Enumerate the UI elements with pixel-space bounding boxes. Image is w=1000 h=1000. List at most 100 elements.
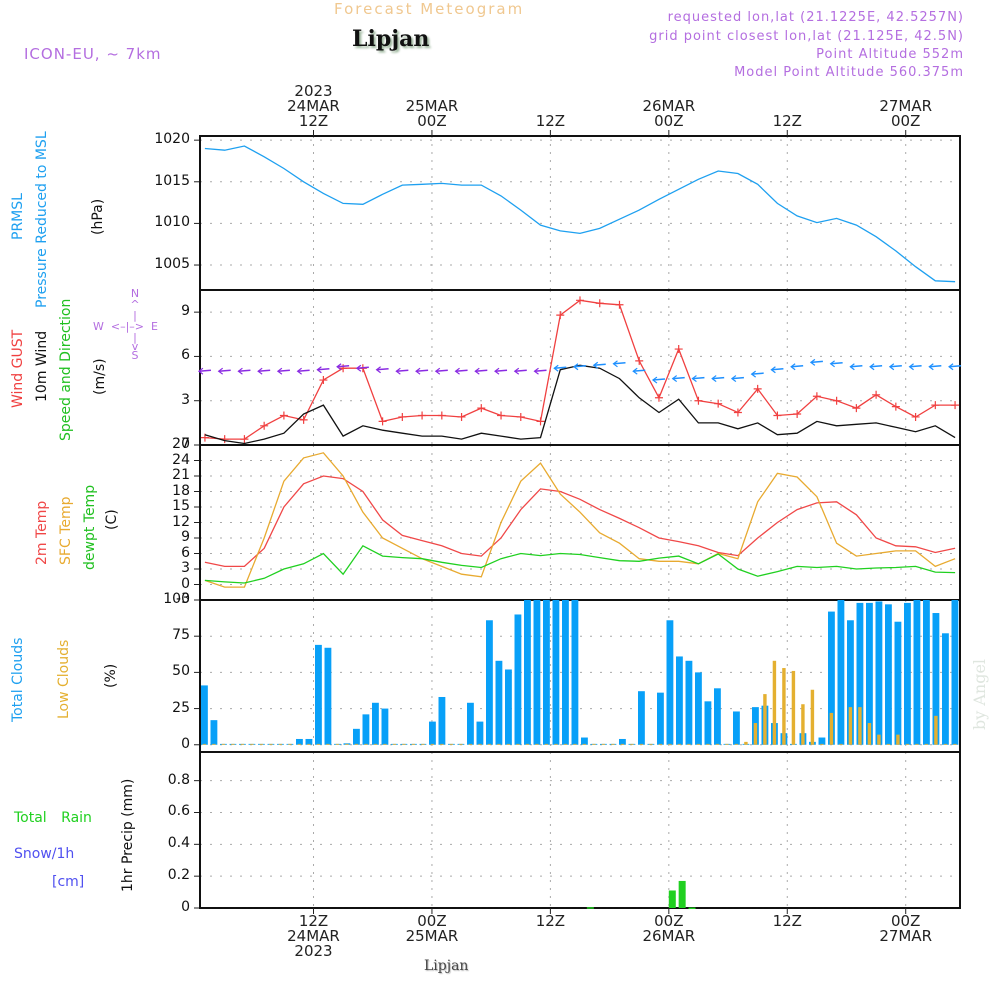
bar-rain bbox=[678, 880, 686, 908]
wind-arrow-head bbox=[355, 364, 362, 372]
bar-low-clouds bbox=[649, 743, 653, 745]
gust-marker bbox=[654, 393, 663, 402]
bar-low-clouds bbox=[668, 743, 672, 745]
bar-total-clouds bbox=[362, 714, 370, 745]
bar-low-clouds bbox=[525, 743, 530, 745]
time-tick-label: 00Z 27MAR bbox=[879, 912, 933, 945]
bar-low-clouds bbox=[782, 668, 786, 745]
gust-marker bbox=[260, 421, 269, 430]
bar-total-clouds bbox=[429, 721, 436, 745]
wind-arrow bbox=[435, 369, 448, 372]
bar-low-clouds bbox=[877, 734, 881, 745]
bar-low-clouds bbox=[611, 743, 615, 745]
gust-marker bbox=[872, 390, 881, 399]
bar-total-clouds bbox=[685, 660, 693, 745]
bar-total-clouds bbox=[562, 600, 569, 745]
y-tick-label: 1005 bbox=[154, 256, 190, 273]
wind-arrow bbox=[593, 363, 606, 367]
bar-low-clouds bbox=[373, 743, 378, 745]
compass-north: N ^ | bbox=[130, 287, 140, 322]
bar-rain bbox=[586, 907, 594, 909]
bar-total-clouds bbox=[932, 613, 940, 745]
wind-arrow-head bbox=[651, 376, 658, 384]
wind-arrow bbox=[337, 365, 350, 368]
wind-arrow-head bbox=[632, 367, 638, 375]
wind-arrow bbox=[356, 366, 369, 369]
bar-total-clouds bbox=[315, 644, 322, 745]
y-tick-label: 12 bbox=[172, 513, 190, 530]
panel-3 bbox=[194, 599, 961, 753]
bar-total-clouds bbox=[828, 611, 835, 745]
gust-marker bbox=[595, 299, 604, 308]
bar-rain bbox=[668, 890, 676, 908]
time-tick-label: 26MAR 00Z bbox=[642, 97, 696, 130]
bar-low-clouds bbox=[592, 743, 596, 745]
wind-arrow-head bbox=[513, 367, 520, 375]
bar-low-clouds bbox=[259, 743, 264, 745]
gust-marker bbox=[852, 404, 861, 413]
bar-low-clouds bbox=[848, 707, 853, 745]
bar-low-clouds bbox=[459, 743, 463, 745]
wind-arrow bbox=[218, 369, 231, 372]
series-prmsl bbox=[204, 145, 956, 283]
wind-arrow-head bbox=[454, 367, 460, 375]
series-2m-temp bbox=[204, 475, 956, 568]
bar-low-clouds bbox=[677, 743, 682, 745]
bar-low-clouds bbox=[753, 723, 758, 745]
y-tick-label: 0.2 bbox=[167, 867, 190, 884]
bar-low-clouds bbox=[269, 743, 273, 745]
wind-arrow-head bbox=[533, 367, 539, 375]
wind-arrow-head bbox=[691, 375, 697, 383]
bar-low-clouds bbox=[554, 743, 558, 745]
gust-marker bbox=[635, 356, 644, 365]
bar-low-clouds bbox=[810, 689, 815, 745]
wind-arrow bbox=[396, 369, 409, 372]
bar-low-clouds bbox=[772, 660, 777, 745]
wind-arrow bbox=[633, 369, 646, 372]
y-tick-label: 0 bbox=[181, 899, 190, 915]
wind-arrow bbox=[613, 362, 626, 365]
y-tick-label: 0 bbox=[181, 735, 190, 752]
bar-low-clouds bbox=[468, 743, 473, 745]
bar-low-clouds bbox=[715, 743, 720, 745]
wind-arrow-head bbox=[829, 360, 835, 368]
bar-low-clouds bbox=[620, 743, 625, 745]
wind-arrow bbox=[771, 367, 784, 371]
bar-total-clouds bbox=[913, 600, 921, 745]
wind-arrow-head bbox=[395, 367, 401, 375]
gust-marker bbox=[556, 311, 565, 320]
wind-arrow bbox=[534, 369, 547, 372]
bar-total-clouds bbox=[704, 701, 712, 745]
wind-arrow bbox=[929, 365, 942, 368]
bar-low-clouds bbox=[278, 743, 283, 745]
bar-low-clouds bbox=[582, 743, 587, 745]
y-tick-label: 21 bbox=[172, 467, 190, 483]
gust-marker bbox=[220, 435, 229, 444]
wind-arrow-head bbox=[730, 375, 737, 383]
bar-low-clouds bbox=[402, 743, 406, 745]
bar-low-clouds bbox=[763, 694, 767, 745]
bar-low-clouds bbox=[288, 743, 292, 745]
bar-low-clouds bbox=[354, 743, 359, 745]
wind-arrow bbox=[475, 369, 488, 372]
series-dewpt-temp bbox=[204, 544, 956, 584]
bar-low-clouds bbox=[440, 743, 444, 745]
panel-frame bbox=[199, 135, 961, 291]
bar-total-clouds bbox=[904, 602, 911, 745]
bar-total-clouds bbox=[866, 602, 873, 745]
bar-low-clouds bbox=[829, 712, 834, 745]
bar-total-clouds bbox=[467, 702, 474, 745]
wind-arrow bbox=[791, 365, 804, 368]
bar-low-clouds bbox=[449, 743, 454, 745]
time-tick-label: 12Z bbox=[535, 912, 566, 930]
bar-low-clouds bbox=[725, 743, 729, 745]
wind-arrow bbox=[238, 369, 251, 372]
bar-total-clouds bbox=[533, 600, 541, 745]
y-tick-label: 24 bbox=[172, 451, 190, 468]
y-tick-label: 0.8 bbox=[167, 771, 190, 788]
bar-rain bbox=[688, 907, 696, 910]
wind-arrow bbox=[731, 376, 744, 380]
gust-marker bbox=[457, 412, 466, 421]
wind-arrow bbox=[376, 367, 389, 371]
bar-total-clouds bbox=[837, 600, 845, 745]
